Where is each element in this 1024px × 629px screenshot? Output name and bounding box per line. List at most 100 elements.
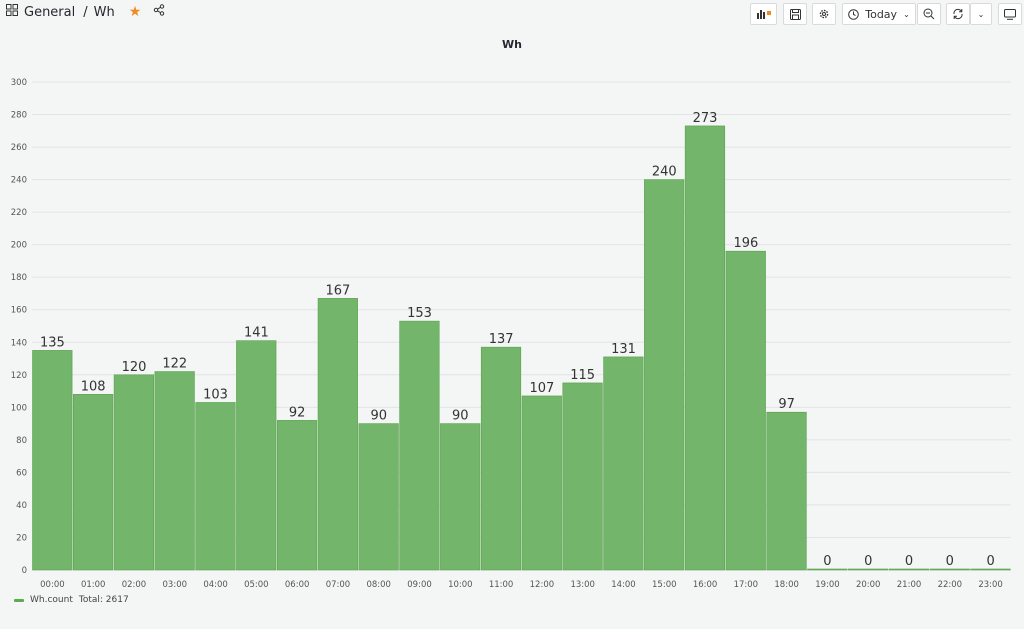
data-label: 135 [40, 335, 65, 350]
add-panel-icon [756, 10, 771, 19]
x-tick-label: 12:00 [530, 580, 555, 590]
x-tick-label: 01:00 [81, 580, 106, 590]
bar [440, 423, 481, 571]
data-label: 90 [370, 409, 387, 424]
bar [399, 320, 440, 571]
tv-mode-button[interactable] [998, 3, 1022, 25]
data-label: 240 [652, 165, 677, 180]
bar [480, 346, 522, 571]
data-label: 90 [452, 409, 469, 424]
chevron-down-icon: ⌄ [903, 9, 910, 19]
data-label: 0 [905, 554, 913, 569]
x-tick-label: 05:00 [244, 580, 269, 590]
zoom-out-icon [923, 8, 935, 20]
bar [72, 394, 114, 571]
breadcrumb-separator: / [83, 4, 88, 20]
add-panel-button[interactable] [750, 3, 777, 25]
bar [562, 382, 603, 571]
bar [113, 374, 154, 571]
data-label: 120 [122, 360, 147, 375]
y-tick-label: 280 [11, 111, 27, 121]
bar [725, 250, 766, 571]
data-label: 107 [529, 381, 554, 396]
dashboard-header: General / Wh ★ Today ⌄ ⌄ [0, 0, 1024, 28]
chart-title: Wh [502, 38, 522, 51]
breadcrumb: General / Wh ★ [6, 4, 165, 20]
legend-swatch [14, 598, 24, 602]
y-tick-label: 240 [11, 176, 27, 186]
x-tick-label: 00:00 [40, 580, 65, 590]
time-range-picker[interactable]: Today ⌄ [842, 3, 916, 25]
data-label: 153 [407, 306, 432, 321]
x-tick-label: 15:00 [652, 580, 677, 590]
x-tick-label: 09:00 [407, 580, 432, 590]
data-label: 137 [489, 332, 514, 347]
x-tick-label: 02:00 [122, 580, 147, 590]
data-label: 273 [693, 111, 718, 126]
x-tick-label: 04:00 [203, 580, 228, 590]
data-label: 0 [946, 554, 954, 569]
data-label: 0 [986, 554, 994, 569]
y-tick-label: 80 [16, 436, 27, 446]
x-tick-label: 20:00 [856, 580, 881, 590]
y-tick-label: 200 [11, 241, 27, 251]
settings-button[interactable] [812, 3, 836, 25]
y-tick-label: 120 [11, 371, 27, 381]
bar [970, 568, 1011, 571]
x-tick-label: 23:00 [978, 580, 1003, 590]
data-label: 131 [611, 342, 636, 357]
star-icon[interactable]: ★ [128, 4, 142, 20]
bar [929, 568, 970, 571]
data-label: 0 [823, 554, 831, 569]
y-tick-label: 180 [11, 273, 27, 283]
bar [603, 356, 644, 571]
x-tick-label: 21:00 [897, 580, 922, 590]
grid-icon[interactable] [6, 4, 18, 20]
bar [358, 423, 399, 571]
bar [32, 350, 73, 571]
data-label: 97 [778, 397, 795, 412]
bar [236, 340, 277, 571]
legend-total: Total: 2617 [78, 595, 129, 605]
x-tick-label: 06:00 [285, 580, 310, 590]
x-tick-label: 11:00 [489, 580, 514, 590]
y-tick-label: 140 [11, 338, 27, 348]
refresh-icon [953, 8, 963, 20]
x-tick-label: 13:00 [570, 580, 595, 590]
save-icon [789, 8, 801, 20]
save-button[interactable] [783, 3, 807, 25]
legend-series-name[interactable]: Wh.count [30, 595, 73, 605]
data-label: 122 [162, 357, 187, 372]
tv-icon [1004, 8, 1016, 20]
chevron-down-icon: ⌄ [977, 9, 985, 19]
dashboard-title[interactable]: Wh [93, 4, 115, 20]
zoom-out-button[interactable] [917, 3, 941, 25]
x-tick-label: 10:00 [448, 580, 473, 590]
y-tick-label: 300 [11, 78, 27, 88]
refresh-button[interactable] [946, 3, 970, 25]
data-label: 167 [326, 283, 351, 298]
x-tick-label: 19:00 [815, 580, 840, 590]
data-label: 0 [864, 554, 872, 569]
bar [644, 179, 685, 571]
bar [807, 568, 848, 571]
bar [195, 402, 236, 571]
y-tick-label: 0 [22, 566, 27, 576]
y-tick-label: 220 [11, 208, 27, 218]
x-tick-label: 16:00 [693, 580, 718, 590]
y-tick-label: 20 [16, 533, 27, 543]
clock-icon [848, 8, 860, 20]
share-icon[interactable] [153, 4, 165, 20]
bar [154, 371, 195, 571]
data-label: 196 [733, 236, 758, 251]
bar [317, 298, 358, 571]
bar [766, 411, 807, 571]
bar [684, 125, 726, 571]
x-tick-label: 08:00 [366, 580, 391, 590]
legend[interactable]: Wh.count Total: 2617 [14, 595, 129, 605]
x-tick-label: 14:00 [611, 580, 636, 590]
folder-link[interactable]: General [24, 4, 76, 20]
data-label: 92 [289, 405, 306, 420]
refresh-interval-dropdown[interactable]: ⌄ [970, 3, 992, 25]
